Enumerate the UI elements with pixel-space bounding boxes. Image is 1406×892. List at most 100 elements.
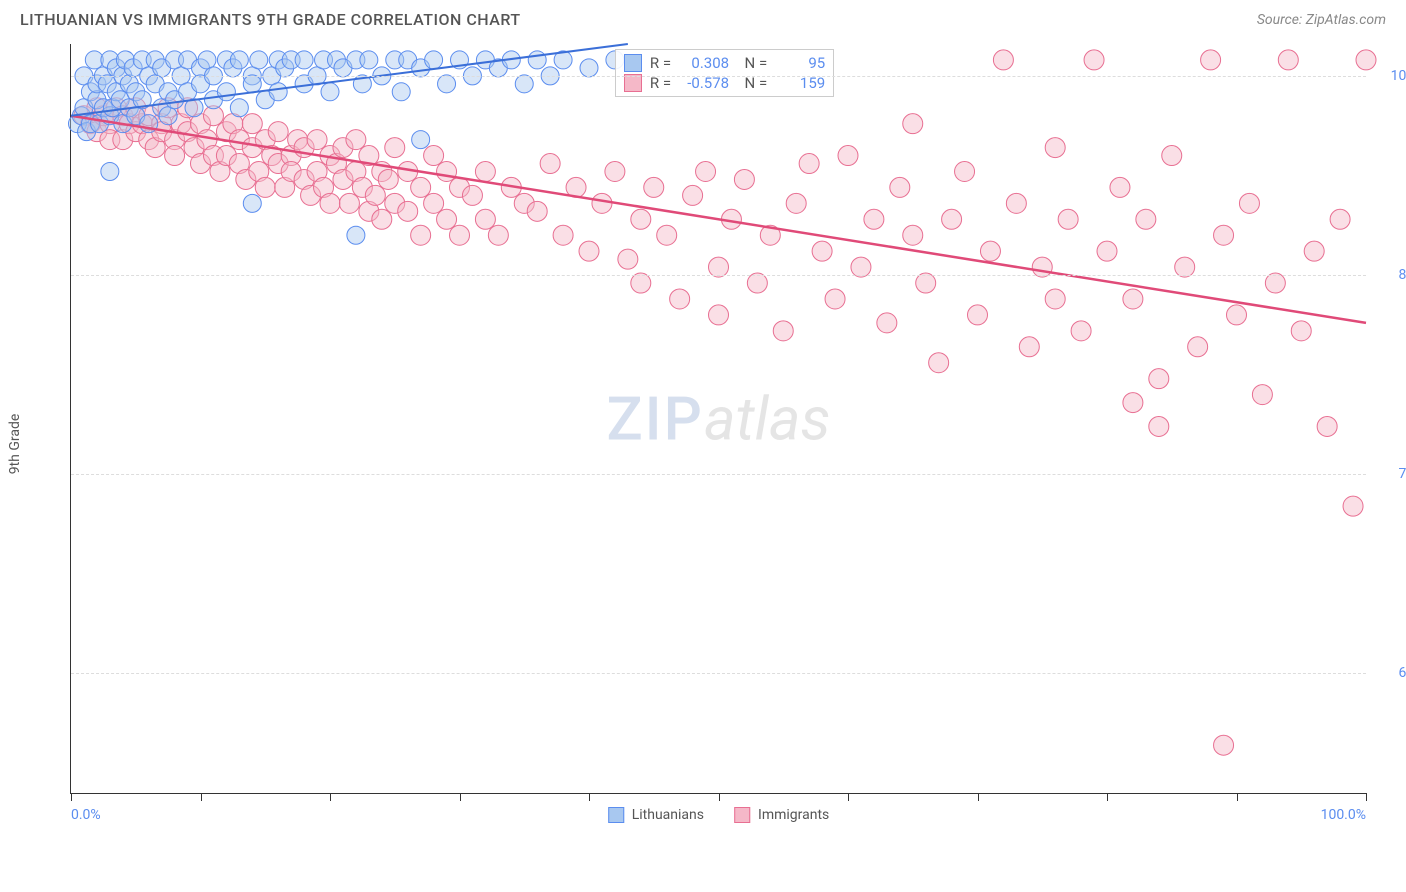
scatter-point xyxy=(1149,369,1169,389)
scatter-point xyxy=(165,146,185,166)
legend-label: Immigrants xyxy=(758,807,829,823)
scatter-point xyxy=(295,51,313,69)
x-tick-label: 100.0% xyxy=(1321,807,1366,823)
legend-item: Immigrants xyxy=(734,807,829,823)
scatter-point xyxy=(1045,289,1065,309)
scatter-point xyxy=(1252,385,1272,405)
x-tick xyxy=(719,793,720,801)
scatter-point xyxy=(734,169,754,189)
scatter-point xyxy=(217,83,235,101)
scatter-point xyxy=(1136,209,1156,229)
scatter-plot-svg xyxy=(71,44,1366,793)
scatter-point xyxy=(553,225,573,245)
x-tick xyxy=(1237,793,1238,801)
scatter-point xyxy=(825,289,845,309)
scatter-point xyxy=(365,185,385,205)
y-tick-label: 62.5% xyxy=(1376,665,1406,681)
scatter-point xyxy=(346,130,366,150)
scatter-point xyxy=(424,193,444,213)
scatter-point xyxy=(1110,177,1130,197)
bottom-legend: Lithuanians Immigrants xyxy=(608,807,830,823)
stats-n-value: 95 xyxy=(775,54,825,72)
scatter-point xyxy=(942,209,962,229)
scatter-point xyxy=(1058,209,1078,229)
x-tick-label: 0.0% xyxy=(71,807,101,823)
scatter-point xyxy=(838,146,858,166)
scatter-point xyxy=(475,161,495,181)
scatter-point xyxy=(230,51,248,69)
scatter-point xyxy=(773,321,793,341)
scatter-point xyxy=(864,209,884,229)
scatter-point xyxy=(515,75,533,93)
scatter-point xyxy=(683,185,703,205)
chart-title: LITHUANIAN VS IMMIGRANTS 9TH GRADE CORRE… xyxy=(20,10,521,29)
scatter-point xyxy=(1214,225,1234,245)
scatter-point xyxy=(385,138,405,158)
scatter-point xyxy=(644,177,664,197)
scatter-point xyxy=(1071,321,1091,341)
scatter-point xyxy=(527,201,547,221)
x-tick xyxy=(978,793,979,801)
scatter-point xyxy=(242,114,262,134)
scatter-point xyxy=(592,193,612,213)
scatter-point xyxy=(243,194,261,212)
scatter-point xyxy=(579,241,599,261)
grid-line xyxy=(71,275,1366,276)
y-tick-label: 75.0% xyxy=(1376,466,1406,482)
scatter-point xyxy=(412,131,430,149)
x-tick xyxy=(201,793,202,801)
scatter-point xyxy=(980,241,1000,261)
chart-container: 9th Grade ZIPatlas R =0.308 N =95R =-0.5… xyxy=(20,34,1386,854)
scatter-point xyxy=(159,107,177,125)
scatter-point xyxy=(101,162,119,180)
scatter-point xyxy=(255,177,275,197)
scatter-point xyxy=(372,209,392,229)
y-tick-label: 87.5% xyxy=(1376,267,1406,283)
scatter-point xyxy=(321,83,339,101)
scatter-point xyxy=(1201,50,1221,70)
scatter-point xyxy=(378,169,398,189)
legend-swatch xyxy=(734,807,750,823)
scatter-point xyxy=(1304,241,1324,261)
stats-n-label: N = xyxy=(737,54,767,72)
chart-source: Source: ZipAtlas.com xyxy=(1257,12,1386,28)
legend-label: Lithuanians xyxy=(632,807,704,823)
scatter-point xyxy=(1162,146,1182,166)
scatter-point xyxy=(877,313,897,333)
x-tick xyxy=(460,793,461,801)
scatter-point xyxy=(1227,305,1247,325)
legend-item: Lithuanians xyxy=(608,807,704,823)
scatter-point xyxy=(955,161,975,181)
scatter-point xyxy=(411,225,431,245)
x-tick xyxy=(848,793,849,801)
grid-line xyxy=(71,474,1366,475)
scatter-point xyxy=(1006,193,1026,213)
x-tick xyxy=(1366,793,1367,801)
scatter-point xyxy=(1084,50,1104,70)
scatter-point xyxy=(786,193,806,213)
scatter-point xyxy=(339,193,359,213)
scatter-point xyxy=(709,305,729,325)
scatter-point xyxy=(903,114,923,134)
x-tick xyxy=(589,793,590,801)
scatter-point xyxy=(424,146,444,166)
scatter-point xyxy=(1188,337,1208,357)
scatter-point xyxy=(411,177,431,197)
scatter-point xyxy=(243,75,261,93)
scatter-point xyxy=(1343,496,1363,516)
stats-swatch xyxy=(624,54,642,72)
scatter-point xyxy=(1291,321,1311,341)
scatter-point xyxy=(1356,50,1376,70)
x-tick xyxy=(71,793,72,801)
y-tick-label: 100.0% xyxy=(1376,68,1406,84)
scatter-point xyxy=(1019,337,1039,357)
scatter-point xyxy=(1123,393,1143,413)
scatter-point xyxy=(993,50,1013,70)
stats-r-value: 0.308 xyxy=(679,54,729,72)
stats-row: R =0.308 N =95 xyxy=(624,54,825,72)
scatter-point xyxy=(462,185,482,205)
scatter-point xyxy=(347,226,365,244)
scatter-point xyxy=(392,83,410,101)
scatter-point xyxy=(1214,735,1234,755)
scatter-point xyxy=(307,130,327,150)
